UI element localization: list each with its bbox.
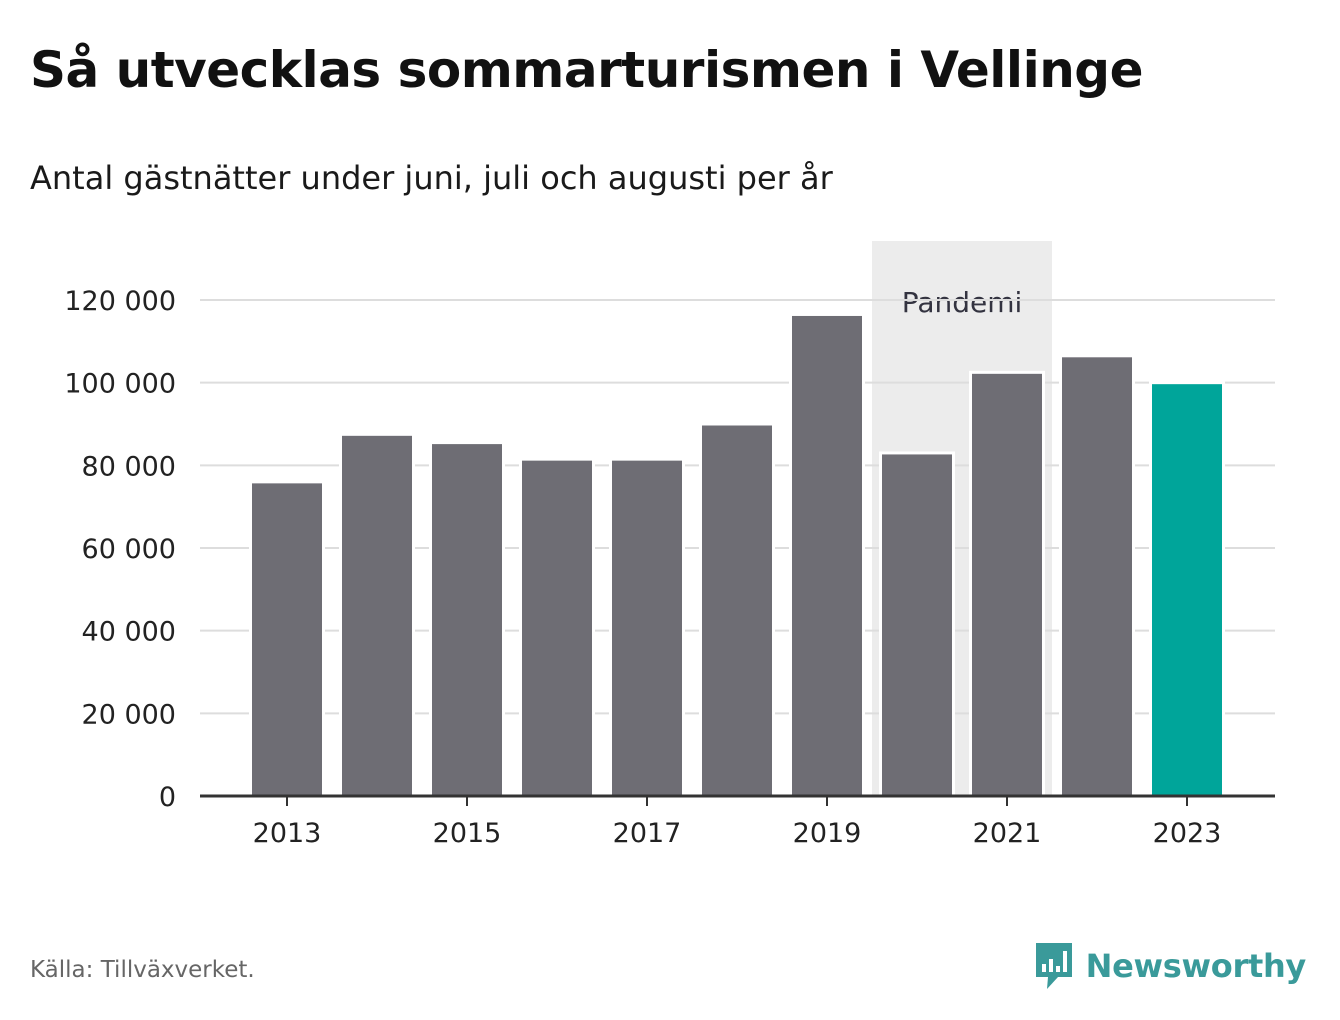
y-tick-label: 60 000 <box>82 534 176 565</box>
y-tick-label: 80 000 <box>82 451 176 482</box>
x-tick-label: 2021 <box>973 818 1042 849</box>
chart-title: Så utvecklas sommarturismen i Vellinge <box>30 41 1144 99</box>
y-tick-label: 0 <box>159 782 176 813</box>
y-tick-label: 20 000 <box>82 699 176 730</box>
y-tick-label: 100 000 <box>64 369 176 400</box>
bar <box>429 441 505 798</box>
brand-name: Newsworthy <box>1085 947 1307 985</box>
x-tick-label: 2023 <box>1153 818 1222 849</box>
bar <box>699 422 775 798</box>
bar <box>519 457 595 798</box>
pandemic-label: Pandemi <box>902 286 1023 319</box>
bar <box>609 457 685 798</box>
x-tick-label: 2015 <box>433 818 502 849</box>
bar <box>1059 354 1135 798</box>
y-tick-label: 120 000 <box>64 286 176 317</box>
source-note: Källa: Tillväxverket. <box>30 957 255 983</box>
x-tick-label: 2013 <box>253 818 322 849</box>
bar <box>969 370 1045 798</box>
brand-logo: Newsworthy <box>1034 940 1306 992</box>
bar <box>1149 381 1225 798</box>
x-tick-label: 2017 <box>613 818 682 849</box>
chart-subtitle: Antal gästnätter under juni, juli och au… <box>30 159 833 197</box>
bar <box>879 451 955 798</box>
newsworthy-logo-icon <box>1035 943 1072 989</box>
x-tick-label: 2019 <box>793 818 862 849</box>
bar <box>789 312 865 798</box>
y-tick-label: 40 000 <box>82 617 176 648</box>
bar <box>339 432 415 798</box>
bar-chart: Pandemi 0 20 000 40 000 60 000 80 000 100 000 1… <box>64 241 1275 849</box>
bar <box>249 480 325 798</box>
